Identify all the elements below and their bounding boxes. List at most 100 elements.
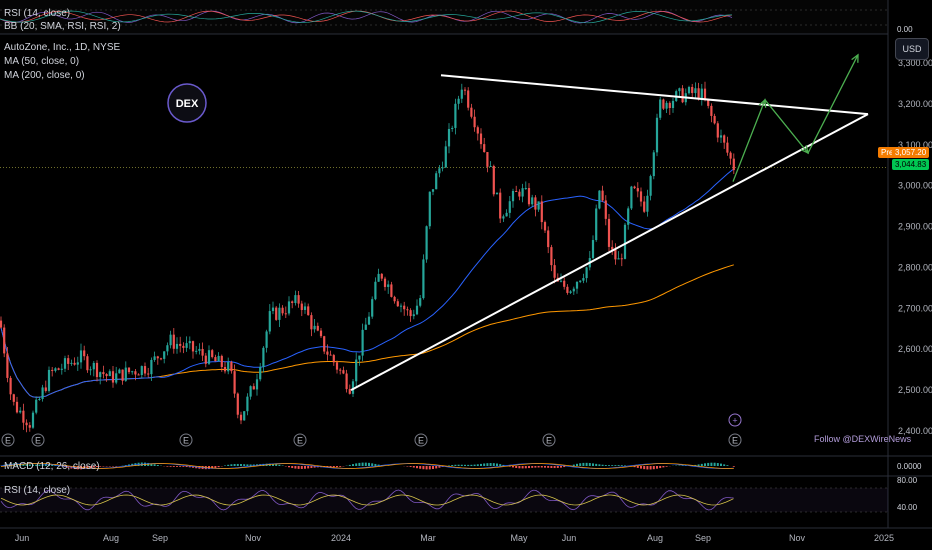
macd-bar	[99, 466, 102, 467]
macd-bar	[336, 466, 338, 468]
candle-body	[51, 369, 54, 371]
macd-bar	[601, 464, 604, 466]
time-axis[interactable]: Jun Aug Sep Nov 2024 Mar May Jun Aug Sep Nov 2025	[15, 533, 894, 543]
symbol-title[interactable]: AutoZone, Inc., 1D, NYSE	[4, 42, 121, 53]
bb-top-legend[interactable]: BB (20, SMA, RSI, RSI, 2)	[4, 21, 121, 32]
macd-bar	[467, 464, 470, 466]
macd-bar	[556, 466, 559, 468]
candle-body	[726, 142, 729, 153]
candle-body	[294, 295, 297, 304]
macd-bar	[588, 463, 591, 466]
rsi-top-legend[interactable]: RSI (14, close)	[4, 8, 71, 19]
macd-bar	[304, 466, 306, 469]
candle-body	[342, 370, 345, 374]
x-tick-label: Jun	[15, 533, 30, 543]
macd-bar	[249, 464, 252, 466]
macd-bar	[489, 463, 492, 466]
earnings-icon-glyph: E	[35, 436, 41, 446]
top-indicator-line	[0, 10, 733, 24]
candle-body	[415, 305, 419, 315]
earnings-icon[interactable]	[414, 433, 428, 447]
candle-body	[310, 315, 313, 330]
earnings-icon[interactable]	[293, 433, 307, 447]
macd-bar	[572, 464, 575, 466]
candle-body	[83, 350, 86, 357]
macd-bar	[643, 466, 646, 470]
macd-bar	[640, 466, 642, 469]
earnings-icon-glyph: E	[418, 436, 424, 446]
macd-bar	[86, 466, 89, 469]
ma50-legend[interactable]: MA (50, close, 0)	[4, 56, 80, 67]
macd-bar	[412, 466, 415, 468]
macd-bar	[617, 465, 620, 466]
projection-path[interactable]	[732, 54, 859, 182]
candle-body	[553, 265, 556, 278]
candle-body	[479, 133, 483, 145]
macd-bar	[473, 464, 476, 466]
candle-body	[47, 369, 51, 391]
earnings-icon[interactable]	[728, 433, 742, 447]
candle-body	[387, 284, 390, 287]
main-panel-bg	[0, 34, 888, 456]
macd-bar	[512, 466, 514, 468]
lower-trendline[interactable]	[350, 113, 869, 391]
earnings-events[interactable]: E E E E E E E +	[1, 413, 742, 447]
macd-bar	[732, 466, 735, 467]
rsi-level-40: 40.00	[897, 503, 918, 512]
candle-body	[457, 98, 460, 104]
candle-body	[227, 362, 230, 372]
rsi-bottom-legend[interactable]: RSI (14, close)	[4, 485, 71, 496]
macd-bar	[348, 464, 351, 466]
candle-body	[118, 369, 121, 374]
y-tick-label: 2,700.00	[898, 303, 932, 313]
y-tick-label: 2,500.00	[898, 385, 932, 395]
add-event-icon[interactable]	[728, 413, 742, 427]
candle-body	[236, 393, 239, 415]
candle-body	[614, 249, 617, 260]
earnings-icon[interactable]	[179, 433, 193, 447]
macd-legend[interactable]: MACD (12, 26, close)	[4, 461, 100, 472]
price-axis[interactable]: 2,400.00 2,500.00 2,600.00 2,700.00 2,800.00…	[898, 58, 932, 436]
candle-body	[508, 201, 511, 213]
candle-body	[572, 288, 575, 292]
candle-body	[355, 359, 358, 382]
rsi-band	[0, 488, 888, 512]
macd-bar	[48, 464, 50, 466]
macd-bar	[508, 466, 511, 467]
candle-body	[300, 303, 303, 310]
candle-body	[259, 366, 262, 380]
macd-bar	[217, 466, 220, 468]
candle-body	[156, 356, 159, 359]
candle-body	[243, 411, 246, 421]
candle-body	[143, 366, 147, 374]
earnings-icon[interactable]	[31, 433, 45, 447]
earnings-icon[interactable]	[1, 433, 15, 447]
macd-bar	[361, 462, 364, 466]
candle-body	[627, 208, 630, 225]
candle-body	[35, 399, 38, 413]
candle-body	[3, 327, 6, 354]
macd-bar	[537, 466, 540, 468]
macd-bar	[531, 466, 534, 468]
candle-body	[483, 144, 486, 153]
candle-body	[470, 107, 473, 117]
candle-body	[604, 200, 607, 219]
ma200-legend[interactable]: MA (200, close, 0)	[4, 70, 85, 81]
candle-body	[550, 247, 553, 266]
triangle-trendlines[interactable]	[350, 74, 869, 391]
top-indicator-line	[0, 10, 733, 23]
macd-bar	[579, 463, 582, 466]
candle-body	[329, 354, 332, 356]
projection-arrowhead	[758, 98, 767, 108]
projection-arrows[interactable]	[732, 53, 859, 182]
macd-bar	[704, 463, 706, 466]
earnings-icon[interactable]	[542, 433, 556, 447]
upper-trendline[interactable]	[440, 74, 869, 116]
projection-arrowhead	[800, 145, 809, 155]
macd-bar	[457, 464, 460, 466]
currency-button[interactable]: USD	[895, 38, 929, 60]
logo-text: DEX	[176, 98, 199, 110]
macd-bar	[278, 464, 281, 466]
candle-body	[431, 189, 435, 192]
macd-bar	[483, 463, 486, 466]
